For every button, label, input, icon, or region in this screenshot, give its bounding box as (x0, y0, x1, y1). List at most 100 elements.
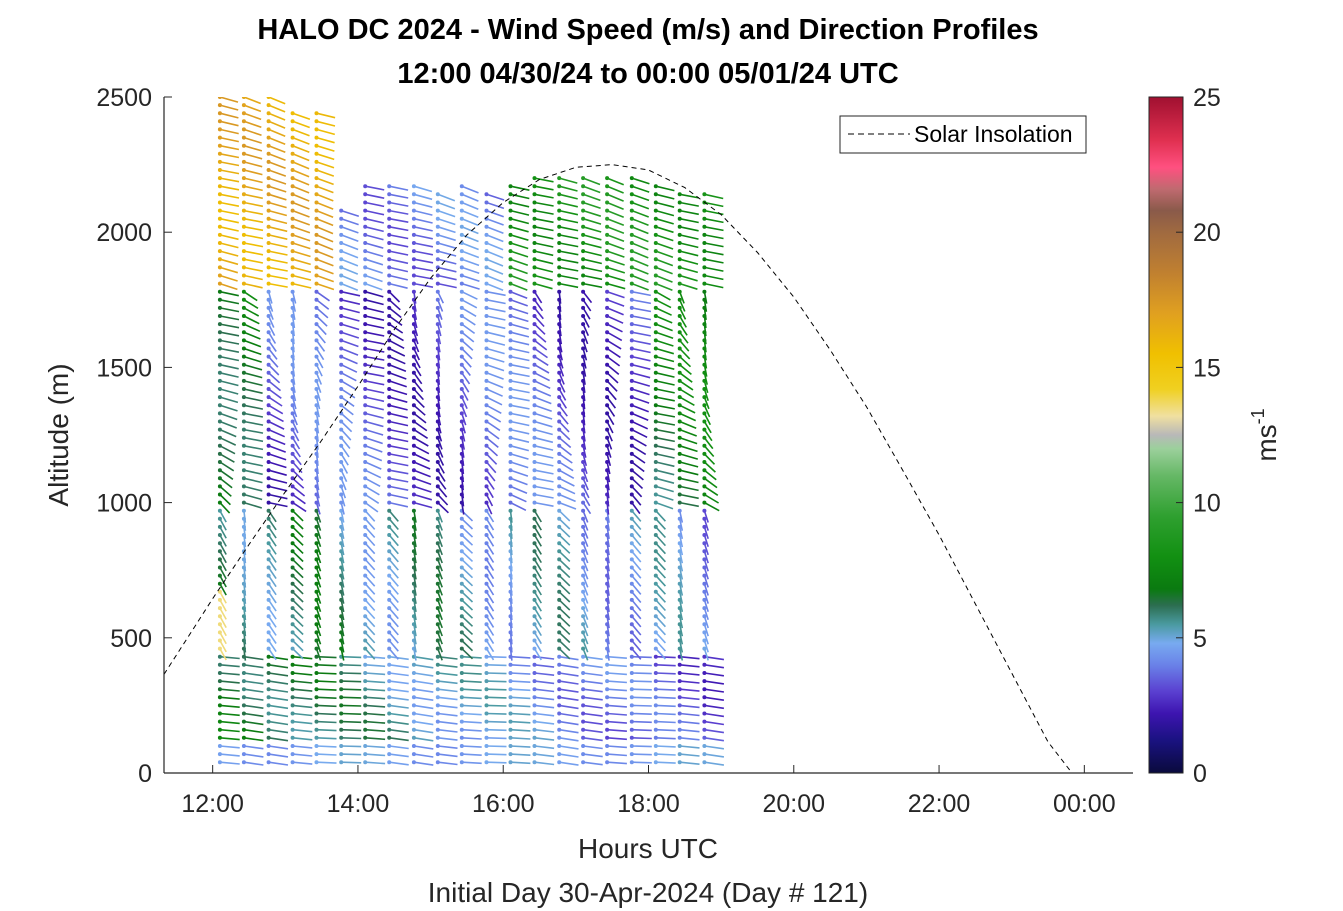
wind-vector-head (629, 662, 634, 667)
wind-vector (510, 420, 530, 427)
wind-vector-head (339, 703, 344, 708)
wind-vector (606, 526, 610, 540)
wind-vector (559, 193, 578, 200)
wind-vector-head (411, 216, 416, 221)
wind-vector (292, 720, 313, 725)
wind-vector-head (581, 760, 586, 765)
wind-vector (486, 696, 507, 699)
wind-vector-head (363, 460, 368, 464)
wind-vector (679, 420, 697, 430)
wind-vector (486, 704, 507, 707)
wind-vector (413, 551, 417, 564)
wind-vector (388, 550, 399, 563)
wind-vector (534, 364, 550, 374)
wind-vector-head (339, 354, 344, 359)
wind-vector-head (217, 192, 222, 197)
wind-vector (219, 144, 240, 151)
wind-vector-head (532, 549, 537, 554)
wind-vector-head (387, 484, 392, 489)
wind-vector (413, 193, 433, 201)
wind-vector-head (339, 744, 344, 748)
wind-vector-head (557, 257, 562, 262)
wind-vector-head (629, 281, 634, 286)
wind-vector-head (387, 297, 392, 302)
wind-vector (486, 347, 505, 355)
wind-vector (268, 274, 288, 280)
wind-vector-head (435, 200, 440, 205)
wind-vector (243, 534, 247, 548)
wind-vector (631, 355, 651, 362)
wind-vector-head (557, 679, 562, 684)
wind-vector (679, 364, 692, 376)
wind-vector-head (339, 232, 344, 237)
wind-vector (243, 510, 247, 523)
wind-vector (437, 493, 449, 506)
wind-vector-head (605, 330, 610, 335)
wind-vector-head (435, 241, 440, 245)
wind-vector (510, 428, 530, 435)
wind-vector (268, 688, 289, 693)
wind-vector-head (532, 727, 537, 732)
wind-vector (243, 323, 261, 333)
wind-vector (703, 299, 708, 312)
wind-vector-head (217, 752, 222, 757)
wind-vector-head (532, 597, 537, 602)
wind-vector (510, 761, 531, 765)
wind-vector-head (387, 630, 392, 635)
wind-vector-head (653, 508, 658, 513)
wind-vector (219, 136, 239, 143)
wind-vector-head (387, 265, 392, 270)
wind-vector-head (266, 606, 271, 611)
wind-vector (559, 250, 579, 256)
wind-vector-head (314, 216, 319, 221)
wind-vector (291, 323, 295, 337)
wind-vector-head (217, 711, 222, 716)
wind-vector (268, 485, 288, 492)
wind-vector (365, 339, 385, 345)
wind-vector-head (217, 703, 222, 708)
wind-vector (437, 372, 441, 385)
wind-vector-head (363, 241, 368, 245)
wind-vector (267, 550, 277, 563)
wind-vector-head (290, 508, 295, 513)
wind-vector (388, 599, 399, 612)
wind-vector (607, 655, 627, 659)
wind-vector (559, 753, 579, 758)
wind-vector (315, 413, 320, 426)
wind-vector-head (266, 565, 271, 570)
wind-vector (437, 332, 442, 345)
wind-vector-head (484, 597, 489, 602)
wind-vector-head (484, 533, 489, 537)
wind-vector-head (702, 630, 707, 635)
plot-area (164, 97, 1133, 773)
wind-vector-head (363, 760, 368, 765)
wind-vector (631, 518, 642, 531)
y-axis-label: Altitude (m) (43, 363, 74, 506)
wind-vector (558, 631, 571, 644)
wind-vector (606, 234, 625, 243)
wind-vector (291, 453, 302, 466)
wind-vector-head (557, 476, 562, 481)
wind-vector (437, 575, 443, 588)
wind-vector (340, 282, 359, 292)
wind-vector (582, 250, 602, 257)
wind-vector (292, 583, 304, 595)
wind-vector-head (557, 443, 562, 448)
wind-vector (679, 356, 692, 368)
wind-vector-head (653, 638, 658, 643)
wind-vector (486, 209, 504, 218)
wind-vector (243, 420, 264, 426)
wind-vector-head (290, 232, 295, 237)
wind-vector (413, 266, 434, 272)
wind-vector-head (339, 460, 344, 464)
wind-vector (606, 648, 610, 661)
wind-vector-head (339, 403, 344, 408)
wind-vector-head (605, 662, 610, 667)
wind-vector-head (290, 573, 295, 578)
wind-vector-head (629, 378, 634, 383)
y-tick-label: 1500 (96, 354, 152, 382)
wind-vector (606, 543, 610, 556)
wind-vector (219, 672, 240, 676)
wind-vector-head (435, 289, 440, 294)
wind-vector (389, 258, 409, 265)
